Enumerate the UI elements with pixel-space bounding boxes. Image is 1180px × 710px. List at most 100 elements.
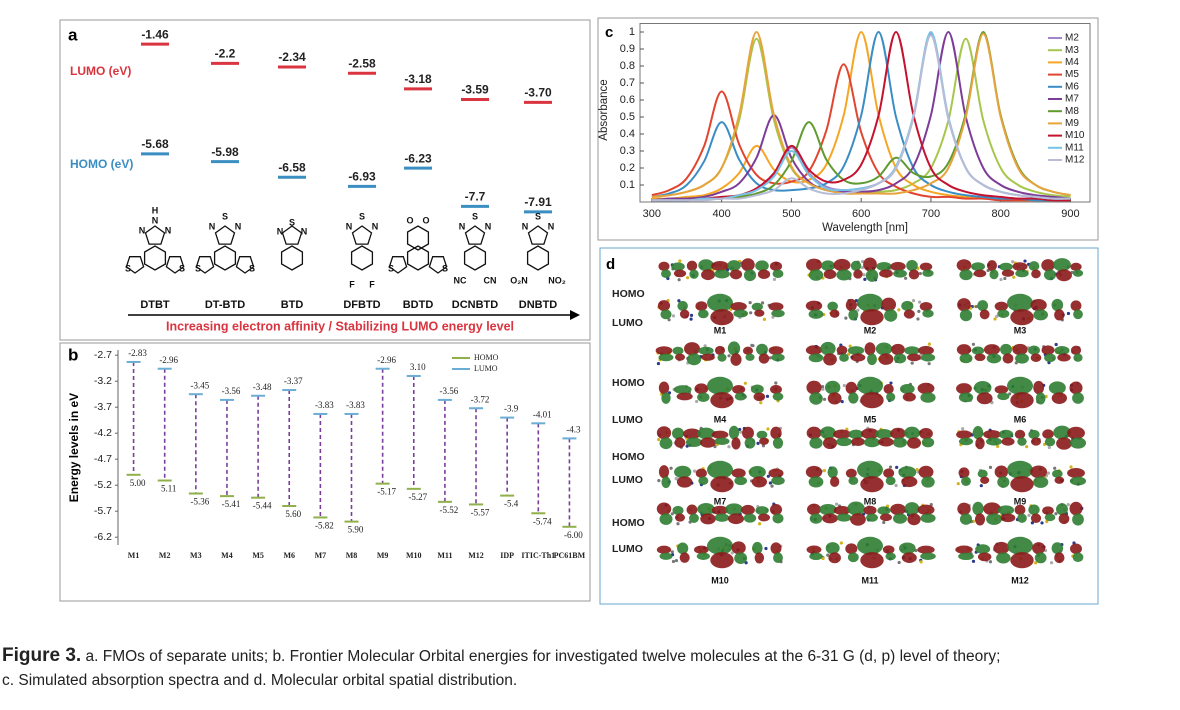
orbital-lobe [1002,353,1014,364]
series-label: HOMO (eV) [70,157,133,171]
orbital-lobe [656,502,672,516]
orbital-lobe [880,513,892,522]
orbital-lobe [890,503,906,516]
orbital-lobe [845,468,857,478]
atom-label: N [485,221,492,231]
atom-dot [685,276,690,280]
x-tick-label: M10 [406,551,422,560]
value-label: -4.3 [566,424,581,434]
orbital-lobe [983,344,1001,356]
atom-dot [667,318,671,322]
orbital-lobe [768,346,784,355]
x-tick-label: 700 [922,208,940,220]
atom-label: N [522,221,529,231]
atom-label: O₂N [510,275,528,285]
y-tick-label: -5.2 [94,479,112,491]
x-tick-label: M7 [315,551,327,560]
orbital-lobe [890,261,906,271]
orbital-lobe [959,513,973,525]
orbital-lobe [731,468,746,478]
orbital-lobe [689,513,699,523]
panel-a-frame [59,19,591,341]
x-tick-label: M4 [221,551,233,560]
legend-label: M3 [1065,45,1079,56]
orbital-lobe [902,392,916,402]
orbital-lobe [986,353,1002,364]
atom-dot [657,478,661,483]
x-tick-label: PC61BM [554,551,586,560]
y-tick-label: 0.1 [620,179,635,191]
atom-label: NO₂ [548,275,566,285]
orbital-lobe [748,465,766,479]
plot-area [639,23,1091,203]
orbital-lobe [697,392,710,403]
orbital-lobe [957,502,971,516]
orbital-lobe [770,542,782,555]
orbital-lobe [756,430,768,439]
atom-dot [751,344,755,348]
ring [143,245,167,271]
value-label: -5.36 [190,497,209,507]
atom-dot [904,276,908,280]
orbital-lobe [727,513,745,525]
orbital-lobe [1014,429,1026,439]
orbital-row-label: HOMO [612,288,645,300]
orbital-lobe [744,437,756,449]
orbital-lobe [994,385,1009,394]
orbital-lobe [1073,309,1083,320]
orbital-lobe [919,428,933,440]
orbital-lobe [956,259,972,272]
orbital-lobe [977,300,989,312]
orbital-lobe [698,346,714,355]
atom-dot [703,344,707,348]
y-axis-title: Energy levels in eV [67,393,81,502]
value-label: -5.27 [408,492,427,502]
orbital-lobe [906,259,918,272]
orbital-lobe [900,383,915,395]
atom-dot [738,427,742,432]
atom-dot [821,556,825,561]
molecule-label: M12 [1011,575,1029,585]
orbital-lobe [836,345,848,355]
orbital-lobe [989,269,999,280]
ring [463,245,487,271]
orbital-lobe [875,429,893,439]
orbital-lobe [808,476,824,488]
orbital-lobe [851,437,865,446]
orbital-lobe [1041,345,1055,355]
orbital-lobe [1054,552,1065,564]
orbital-lobe [907,513,921,526]
orbital-lobe [819,504,837,516]
orbital-row-label: LUMO [612,474,643,486]
orbital-lobe [1007,376,1033,395]
orbital-lobe [986,437,1002,446]
value-label: -5.17 [377,487,396,497]
atom-dot [821,387,825,391]
orbital-lobe [697,427,715,440]
orbital-lobe [711,261,729,271]
x-tick-label: 900 [1061,208,1079,220]
orbital-lobe [772,513,784,524]
orbital-lobe [671,262,685,271]
orbital-lobe [997,309,1010,318]
orbital-lobe [922,309,934,318]
atom-dot [822,469,826,473]
y-tick-label: -5.7 [94,505,112,517]
orbital-lobe [974,513,986,526]
orbital-lobe [745,353,755,361]
orbital-lobe [768,302,784,311]
orbital-lobe [1051,298,1064,312]
atom-dot [995,314,999,318]
spectrum-line [651,30,1071,198]
orbital-lobe [714,269,730,279]
unit-name: DT-BTD [205,299,245,311]
orbital-lobe [710,476,734,493]
atom-label: S [125,263,131,273]
orbital-lobe [847,552,859,563]
orbital-lobe [1053,258,1071,272]
orbital-lobe [824,380,841,395]
orbital-lobe [1033,476,1049,488]
orbital-lobe [772,269,784,279]
atom-dot [768,481,772,485]
value-label: 5.90 [348,525,364,535]
